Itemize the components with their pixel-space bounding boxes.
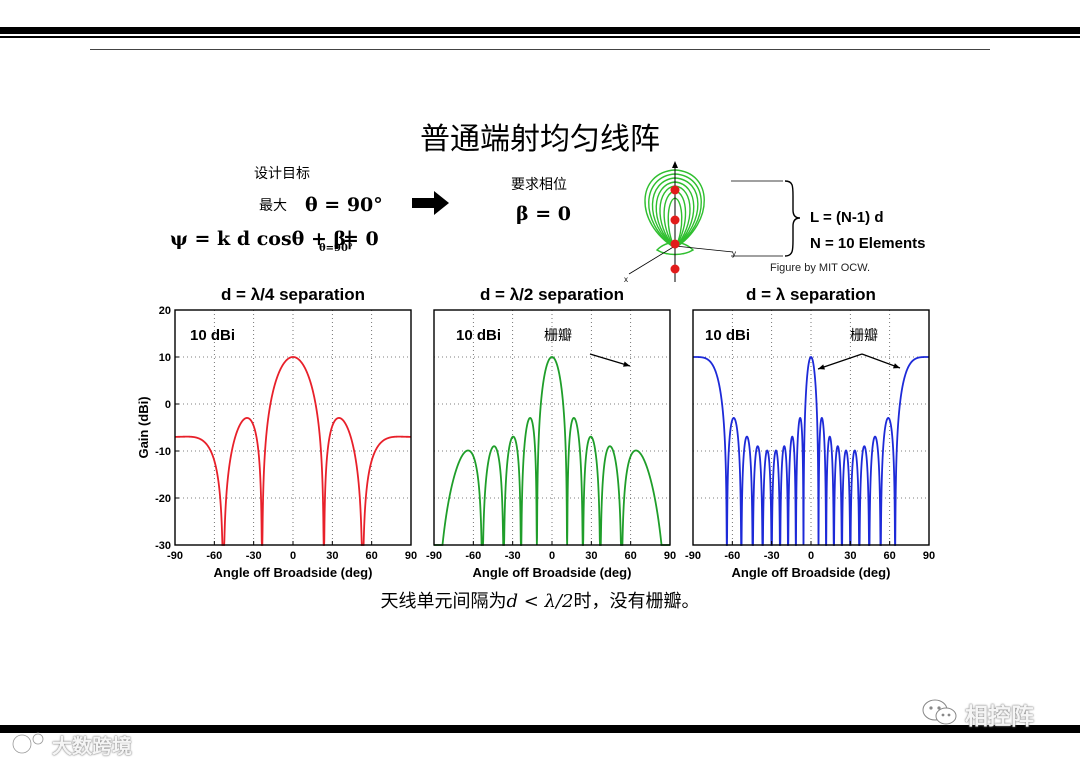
- phase-label: 要求相位: [511, 177, 567, 193]
- y-tick-label: 0: [165, 399, 171, 411]
- x-tick-label: -60: [206, 550, 222, 562]
- y-tick-label: -20: [155, 493, 171, 505]
- x-tick-label: 60: [884, 550, 896, 562]
- caption-prefix: 天线单元间隔为: [380, 591, 507, 612]
- chart2: -90 -60 -30 0 30 60 90 Angle off Broadside (deg…: [426, 309, 676, 580]
- chart2-gain-label: 10 dBi: [456, 327, 502, 344]
- y-tick-label: 20: [159, 305, 171, 317]
- endfire-array-figure: y x: [624, 161, 801, 284]
- x-tick-label: -30: [764, 550, 780, 562]
- chart2-grating-arrow-head: [623, 361, 630, 367]
- watermark-left: 大数跨境: [52, 734, 132, 758]
- max-label: 最大: [259, 198, 287, 214]
- watermark-right: 相控阵: [965, 704, 1034, 730]
- x-tick-label: 90: [405, 550, 417, 562]
- caption-math: d < λ/2: [506, 591, 574, 612]
- bottom-border: [0, 725, 1080, 733]
- chart2-x-axis-label: Angle off Broadside (deg): [473, 565, 632, 580]
- chart2-title: d = λ/2 separation: [479, 285, 625, 304]
- axis-x-label: x: [624, 275, 628, 284]
- design-goal-label: 设计目标: [254, 166, 310, 182]
- axis-y-label: y: [732, 249, 736, 258]
- chart2-grating-arrow: [589, 353, 631, 367]
- top-border-thin: [0, 36, 1080, 38]
- chart3-grating-arrow-right-head: [893, 363, 900, 369]
- length-formula: L = (N-1) d: [810, 209, 884, 226]
- psi-subscript: θ=90°: [319, 243, 353, 254]
- chart3-grating-arrow-right: [861, 353, 901, 369]
- x-tick-label: 30: [326, 550, 338, 562]
- figure-credit: Figure by MIT OCW.: [770, 262, 871, 274]
- x-tick-label: 0: [808, 550, 814, 562]
- chart1-y-axis-label: Gain (dBi): [136, 396, 151, 458]
- x-tick-label: -90: [426, 550, 442, 562]
- x-tick-label: 30: [844, 550, 856, 562]
- chart3-gain-label: 10 dBi: [705, 327, 751, 344]
- chart1-title: d = λ/4 separation: [220, 285, 366, 304]
- x-tick-label: 30: [585, 550, 597, 562]
- chart3: -90 -60 -30 0 30 60 90 Angle off Broadside (deg…: [685, 309, 935, 580]
- chart3-title: d = λ separation: [746, 285, 876, 304]
- logo-icon: [11, 732, 45, 755]
- x-tick-label: -90: [685, 550, 701, 562]
- x-tick-label: 60: [366, 550, 378, 562]
- psi-rhs: = 0: [343, 228, 379, 250]
- chart3-pattern-line: [693, 356, 929, 546]
- slide-title: 普通端射均匀线阵: [420, 122, 660, 157]
- slide-caption: 天线单元间隔为d < λ/2时，没有栅瓣。: [0, 587, 1080, 613]
- chart3-grating-arrow-left-head: [818, 364, 825, 370]
- x-tick-label: 0: [290, 550, 296, 562]
- chart1-pattern-line: [175, 356, 411, 546]
- chart1-frame: [174, 309, 412, 546]
- psi-equation: ψ = k d cosθ + β|: [170, 228, 354, 250]
- x-tick-label: -30: [505, 550, 521, 562]
- element-count: N = 10 Elements: [810, 235, 926, 252]
- chart1-gain-label: 10 dBi: [190, 327, 236, 344]
- chart3-x-axis-label: Angle off Broadside (deg): [732, 565, 891, 580]
- chart2-pattern-line: [434, 356, 670, 546]
- caption-suffix: 时，没有栅瓣。: [573, 591, 700, 612]
- y-tick-label: -30: [155, 540, 171, 552]
- chart2-grating-lobe-label: 栅瓣: [544, 328, 572, 344]
- y-tick-label: -10: [155, 446, 171, 458]
- beta-value: β = 0: [516, 203, 571, 225]
- max-condition: θ = 90°: [305, 194, 383, 216]
- x-tick-label: 0: [549, 550, 555, 562]
- x-tick-label: 60: [625, 550, 637, 562]
- top-border-thick: [0, 27, 1080, 34]
- x-tick-label: -30: [246, 550, 262, 562]
- wechat-icon: [922, 699, 957, 725]
- right-arrow-icon: [412, 191, 449, 215]
- chart2-frame: [433, 309, 671, 546]
- chart1-x-axis-label: Angle off Broadside (deg): [214, 565, 373, 580]
- x-tick-label: -90: [167, 550, 183, 562]
- gain-pattern-charts: -90 -60 -30 0 30 60 90 20 10 0 -10 -20 -30 Angle off …: [136, 305, 935, 580]
- chart1: -90 -60 -30 0 30 60 90 20 10 0 -10 -20 -30 Angle off …: [136, 305, 417, 580]
- x-tick-label: 90: [923, 550, 935, 562]
- grating-lobe-arrows: [589, 353, 901, 370]
- chart3-grating-arrow-left: [817, 353, 863, 370]
- top-rule: [90, 49, 990, 50]
- x-tick-label: -60: [465, 550, 481, 562]
- chart3-frame: [692, 309, 930, 546]
- x-tick-label: -60: [724, 550, 740, 562]
- x-tick-label: 90: [664, 550, 676, 562]
- chart3-grating-lobe-label: 栅瓣: [850, 328, 878, 344]
- y-tick-label: 10: [159, 352, 171, 364]
